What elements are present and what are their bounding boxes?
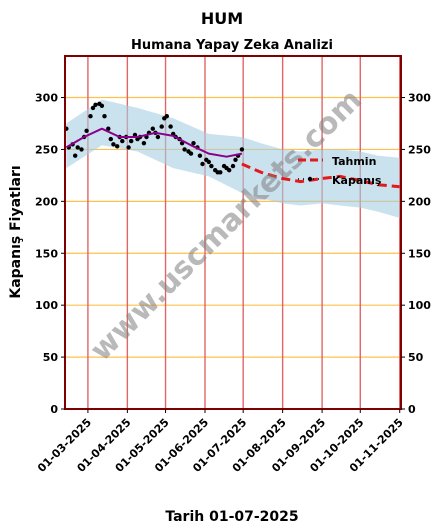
kapanis-point-42 — [188, 151, 194, 156]
kapanis-point-32 — [159, 124, 164, 129]
kapanis-point-29 — [150, 126, 155, 131]
series-layer — [64, 101, 400, 189]
y-tick-label-left-5: 250 — [35, 143, 58, 156]
y-tick-label-right-0: 0 — [408, 403, 416, 416]
forecast-band — [66, 99, 400, 218]
y-axis-left: 0 50 100 150 200 250 300 — [35, 92, 65, 416]
y-tick-label-left-6: 300 — [35, 92, 58, 105]
kapanis-point-22 — [129, 138, 134, 144]
y-axis-right: 0 50 100 150 200 250 300 — [401, 92, 431, 416]
kapanis-point-12 — [99, 103, 105, 109]
kapanis-point-19 — [120, 138, 125, 144]
legend-tahmin-label: Tahmin — [332, 155, 376, 168]
kapanis-point-17 — [115, 144, 120, 149]
kapanis-point-59 — [239, 147, 245, 152]
kapanis-point-49 — [209, 163, 214, 169]
kapanis-point-8 — [88, 114, 93, 119]
kapanis-point-7 — [84, 128, 89, 133]
kapanis-point-55 — [227, 168, 232, 173]
y-tick-label-right-6: 300 — [408, 92, 431, 105]
chart-subtitle: Humana Yapay Zeka Analizi — [131, 38, 333, 53]
chart-title: HUM — [201, 9, 243, 28]
kapanis-point-3 — [73, 153, 78, 158]
kapanis-point-43 — [191, 141, 196, 146]
kapanis-point-16 — [111, 142, 116, 147]
kapanis-point-5 — [79, 147, 84, 152]
kapanis-point-35 — [168, 124, 173, 129]
y-tick-label-left-1: 50 — [43, 351, 59, 364]
y-tick-label-right-5: 250 — [408, 143, 431, 156]
kapanis-point-57 — [233, 157, 238, 162]
kapanis-point-4 — [75, 145, 80, 150]
y-tick-label-left-3: 150 — [35, 247, 58, 260]
x-axis-label: Tarih 01-07-2025 — [165, 509, 298, 525]
kapanis-point-15 — [108, 136, 114, 142]
kapanis-point-10 — [93, 102, 98, 108]
trend-line — [65, 127, 243, 158]
kapanis-point-31 — [155, 134, 161, 140]
y-tick-label-right-3: 150 — [408, 247, 431, 260]
kapanis-point-56 — [230, 163, 236, 169]
kapanis-point-46 — [200, 161, 205, 167]
y-tick-label-right-2: 100 — [408, 299, 431, 312]
kapanis-point-26 — [141, 141, 147, 146]
kapanis-point-40 — [182, 147, 187, 152]
y-tick-label-left-4: 200 — [35, 195, 58, 208]
kapanis-point-14 — [106, 126, 111, 131]
y-axis-label: Kapanış Fiyatları — [8, 165, 24, 298]
plot-frame — [64, 55, 402, 410]
kapanis-point-45 — [197, 153, 203, 158]
kapanis-point-13 — [102, 114, 107, 119]
y-tick-label-left-0: 0 — [50, 403, 58, 416]
legend: Tahmin Kapanış — [298, 155, 382, 187]
tahmin-line — [241, 162, 400, 189]
legend-kapanis-label: Kapanış — [332, 174, 382, 187]
x-axis: 01-03-202501-04-202501-05-202501-06-2025… — [35, 409, 406, 475]
legend-kapanis-marker — [307, 176, 313, 182]
y-tick-label-right-4: 200 — [408, 195, 431, 208]
y-tick-label-right-1: 50 — [408, 351, 424, 364]
kapanis-point-21 — [126, 145, 131, 150]
kapanis-point-34 — [164, 114, 169, 119]
y-tick-label-left-2: 100 — [35, 299, 58, 312]
kapanis-point-52 — [218, 170, 223, 175]
kapanis-point-9 — [90, 105, 96, 111]
kapanis-point-48 — [206, 159, 211, 165]
